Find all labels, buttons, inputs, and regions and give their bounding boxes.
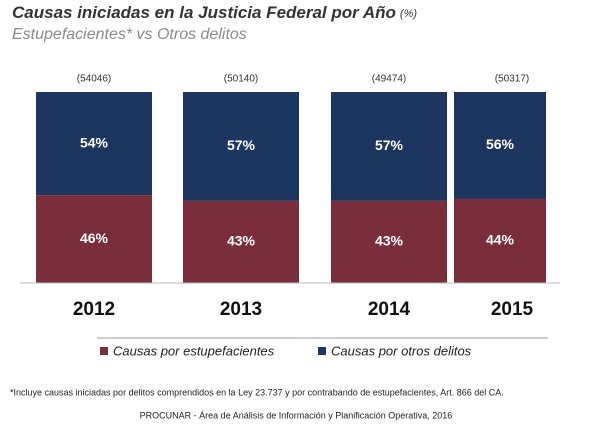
x-tick-label: 2013 (220, 299, 262, 320)
bar-segment (36, 92, 152, 196)
value-label: 43% (375, 233, 404, 249)
value-label: 46% (80, 230, 109, 246)
total-label: (50140) (224, 74, 258, 85)
x-tick-label: 2014 (368, 299, 411, 320)
x-tick-label: 2015 (491, 299, 534, 320)
title-text: Causas iniciadas en la Justicia Federal … (12, 3, 396, 22)
value-label: 57% (227, 137, 256, 153)
bar-segment (331, 92, 447, 201)
legend-label: Causas por estupefacientes (113, 343, 275, 358)
chart-title: Causas iniciadas en la Justicia Federal … (12, 3, 417, 22)
value-label: 54% (80, 134, 109, 150)
bar-segment (454, 92, 546, 199)
legend-label: Causas por otros delitos (331, 343, 472, 358)
footnote: *Incluye causas iniciadas por delitos co… (10, 387, 504, 397)
legend-swatch (318, 347, 326, 355)
title-unit: (%) (400, 8, 417, 20)
value-label: 56% (486, 136, 515, 152)
legend-swatch (100, 347, 108, 355)
bar-segment (183, 92, 299, 201)
x-tick-label: 2012 (73, 299, 115, 320)
value-label: 43% (227, 233, 256, 249)
bar-segment (183, 200, 299, 283)
bar-segment (454, 198, 546, 283)
bar-segment (36, 195, 152, 283)
value-label: 57% (375, 137, 404, 153)
total-label: (54046) (77, 74, 111, 85)
chart-subtitle: Estupefacientes* vs Otros delitos (12, 26, 247, 43)
bar-segment (331, 200, 447, 283)
total-label: (50317) (495, 74, 529, 85)
total-label: (49474) (372, 74, 406, 85)
source: PROCUNAR - Área de Análisis de Informaci… (140, 410, 453, 420)
value-label: 44% (486, 232, 515, 248)
